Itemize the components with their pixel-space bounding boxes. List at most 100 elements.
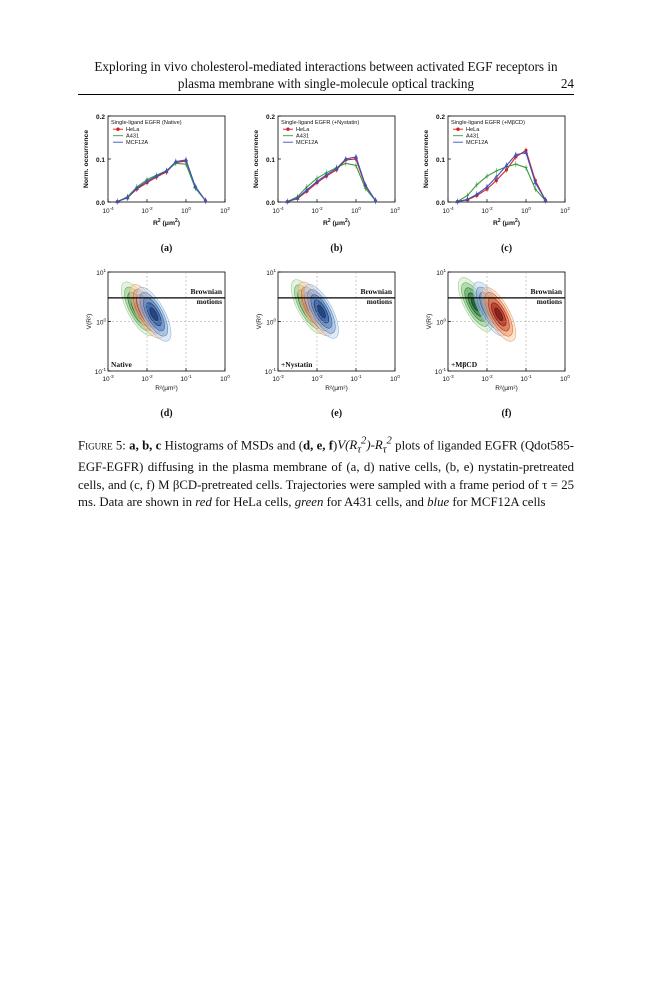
panel-label-f: (f): [502, 408, 512, 419]
x-tick-label: 100: [181, 206, 191, 215]
contour-group: [457, 277, 517, 342]
data-point-a431: [514, 162, 518, 166]
x-tick-label: 10-3: [102, 374, 114, 383]
y-tick-label: 100: [96, 318, 106, 327]
data-point-mcf12a: [314, 178, 320, 183]
x-tick-label: 102: [560, 206, 570, 215]
data-point-mcf12a: [324, 172, 329, 177]
data-point-mcf12a: [295, 195, 300, 200]
x-tick-label: 10-4: [272, 206, 284, 215]
data-point-mcf12a: [474, 191, 479, 196]
y-tick-label: 10-1: [95, 367, 107, 376]
caption-text-4: for A431 cells, and: [326, 495, 424, 510]
data-point-a431: [485, 174, 489, 178]
caption-text-1: Histograms of MSDs and (: [164, 438, 303, 453]
legend-title: Single-ligand EGFR (+MβCD): [451, 120, 525, 126]
y-tick-label: 0.1: [96, 157, 105, 164]
data-point-mcf12a: [164, 168, 169, 173]
x-tick-label: 10-2: [481, 206, 493, 215]
x-tick-label: 100: [521, 206, 531, 215]
data-point-mcf12a: [543, 197, 548, 202]
legend-marker: [116, 127, 120, 131]
data-point-a431: [524, 166, 528, 170]
series-line-mcf12a: [457, 151, 546, 203]
brownian-label-line2: motions: [537, 297, 563, 306]
caption-panels-abc: a, b, c: [129, 438, 162, 453]
panel-label-d: (d): [160, 408, 172, 419]
data-point-mcf12a: [304, 187, 309, 192]
y-tick-label: 0.2: [436, 114, 445, 121]
data-point-mcf12a: [144, 178, 150, 183]
panel-label-e: (e): [331, 408, 342, 419]
data-point-a431: [475, 183, 479, 187]
y-tick-label: 0.0: [266, 200, 275, 207]
brownian-label-line1: Brownian: [530, 287, 562, 296]
x-tick-label: 10-1: [350, 374, 362, 383]
data-point-mcf12a: [134, 185, 139, 190]
caption-red: red: [195, 495, 212, 510]
x-tick-label: 100: [351, 206, 361, 215]
legend-label-a431: A431: [126, 134, 139, 140]
legend-label-hela: HeLa: [126, 127, 140, 133]
y-tick-label: 101: [436, 268, 446, 277]
series-line-mcf12a: [287, 156, 376, 203]
figure-caption: Figure 5: a, b, c Histograms of MSDs and…: [78, 436, 574, 510]
y-tick-label: 101: [96, 268, 106, 277]
legend-label-mcf12a: MCF12A: [296, 140, 318, 146]
y-tick-label: 0.1: [436, 157, 445, 164]
brownian-label-line2: motions: [197, 297, 223, 306]
x-axis-label: R2 (μm2): [493, 218, 520, 227]
condition-label: Native: [111, 360, 132, 369]
contour-mcf12a: [149, 307, 159, 321]
legend-marker: [286, 127, 290, 131]
data-point-a431: [354, 163, 358, 168]
y-axis-label: Norm. occurrence: [253, 130, 260, 188]
data-point-mcf12a: [523, 150, 529, 155]
header-rule: [78, 94, 574, 95]
data-point-mcf12a: [353, 154, 359, 159]
data-point-mcf12a: [504, 163, 509, 167]
y-axis-label: Norm. occurrence: [423, 130, 430, 188]
series-line-a431: [457, 163, 546, 203]
y-tick-label: 0.0: [436, 200, 445, 207]
y-tick-label: 0.0: [96, 200, 105, 207]
panel-label-c: (c): [501, 243, 512, 254]
y-tick-label: 10-1: [265, 367, 277, 376]
brownian-label-line1: Brownian: [360, 287, 392, 296]
brownian-label-line1: Brownian: [190, 287, 222, 296]
legend-label-mcf12a: MCF12A: [466, 140, 488, 146]
x-axis-label: R2 (μm2): [153, 218, 180, 227]
series-line-hela: [457, 149, 546, 203]
legend-label-hela: HeLa: [296, 127, 310, 133]
x-tick-label: 100: [220, 374, 230, 383]
condition-label: +MβCD: [451, 360, 478, 369]
data-point-mcf12a: [183, 157, 189, 162]
legend-title: Single-ligand EGFR (+Nystatin): [281, 120, 359, 126]
x-tick-label: 10-3: [442, 374, 454, 383]
x-tick-label: 10-2: [481, 374, 493, 383]
x-tick-label: 10-3: [272, 374, 284, 383]
condition-label: +Nystatin: [281, 360, 313, 369]
legend-label-mcf12a: MCF12A: [126, 140, 148, 146]
x-tick-label: 10-2: [311, 206, 323, 215]
data-point-mcf12a: [154, 173, 159, 178]
page-number: 24: [560, 76, 574, 91]
data-point-mcf12a: [363, 182, 368, 187]
y-tick-label: 0.1: [266, 157, 275, 164]
x-tick-label: 10-1: [180, 374, 192, 383]
page-header: Exploring in vivo cholesterol-mediated i…: [78, 58, 574, 92]
x-tick-label: 10-1: [520, 374, 532, 383]
y-axis-label: V(R²): [426, 314, 433, 330]
x-axis-label: R²(μm²): [325, 385, 348, 392]
data-point-mcf12a: [285, 199, 290, 204]
y-axis-label: V(R²): [86, 314, 93, 330]
y-tick-label: 100: [436, 318, 446, 327]
caption-text-3: for HeLa cells,: [215, 495, 292, 510]
x-tick-label: 10-4: [442, 206, 454, 215]
x-tick-label: 10-2: [311, 374, 323, 383]
legend-title: Single-ligand EGFR (Native): [111, 120, 182, 126]
data-point-mcf12a: [455, 199, 460, 204]
data-point-mcf12a: [173, 159, 178, 164]
